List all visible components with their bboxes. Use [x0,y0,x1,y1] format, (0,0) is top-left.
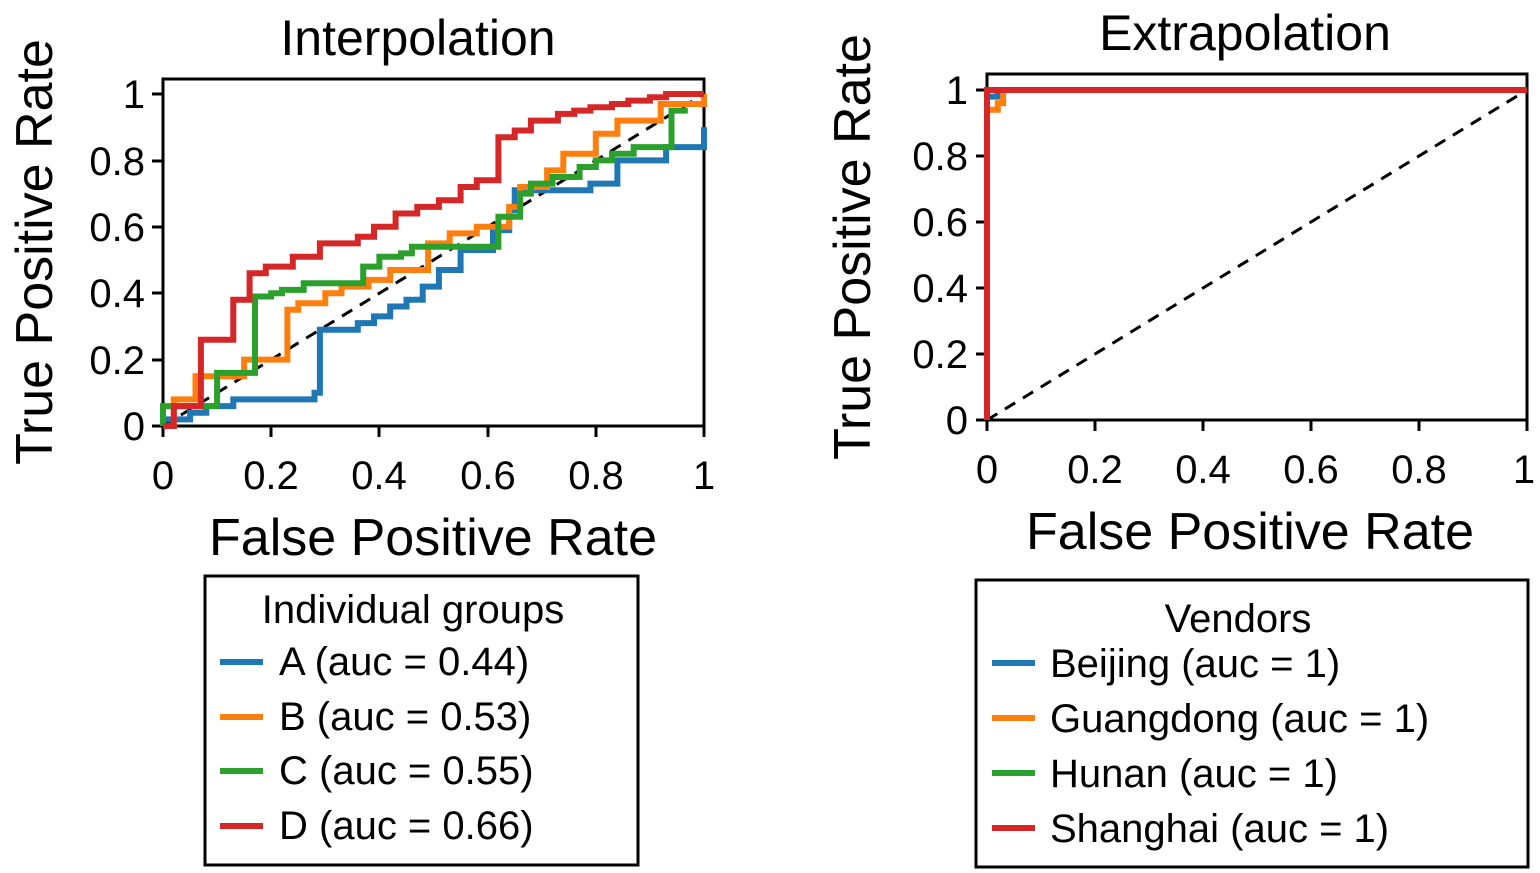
legend-label: Shanghai (auc = 1) [1050,807,1389,851]
legend: Vendors Beijing (auc = 1) Guangdong (auc… [974,578,1530,869]
x-tick-label: 0.2 [243,454,299,498]
y-tick-label: 1 [123,73,145,117]
interpolation-chart: Interpolation 0 0.2 0.4 0.6 0.8 1 [6,10,715,867]
legend-box [203,574,640,867]
x-tick-label: 0.4 [1175,448,1231,492]
y-tick-label: 0 [123,405,145,449]
y-tick-label: 0.4 [89,272,145,316]
x-tick-label: 1 [1513,448,1535,492]
extrapolation-chart: Extrapolation 0 0.2 0.4 0.6 0.8 1 [824,5,1535,869]
plot-frame [985,72,1529,422]
y-tick-marks [152,92,163,428]
legend-title: Individual groups [262,588,564,632]
x-tick-label: 0.8 [1391,448,1447,492]
x-tick-label: 1 [693,454,715,498]
y-tick-label: 0.6 [89,206,145,250]
y-tick-label: 0.8 [89,140,145,184]
legend-label: D (auc = 0.66) [279,804,534,848]
legend-label: A (auc = 0.44) [279,640,529,684]
roc-series-line [163,91,704,429]
chance-diagonal [986,88,1528,422]
plot-frame [161,77,706,428]
legend: Individual groups A (auc = 0.44) B (auc … [203,574,640,867]
x-tick-label: 0.8 [568,454,624,498]
legend-label: Hunan (auc = 1) [1050,752,1338,796]
roc-series-line [163,94,707,429]
x-axis-label: False Positive Rate [209,509,657,567]
y-tick-label: 0 [946,399,968,443]
x-tick-label: 0.6 [1283,448,1339,492]
y-tick-label: 0.8 [912,135,968,179]
y-tick-label: 0.2 [89,339,145,383]
roc-series-line [984,87,1527,420]
x-tick-marks [161,426,706,437]
y-axis-label: True Positive Rate [6,39,64,465]
plot-area [160,91,707,429]
legend-box [974,578,1530,869]
x-tick-label: 0 [976,448,998,492]
x-tick-label: 0 [152,454,174,498]
plot-area [984,87,1528,422]
legend-label: B (auc = 0.53) [279,695,531,739]
y-axis-label: True Positive Rate [824,34,882,460]
legend-label: C (auc = 0.55) [279,749,534,793]
chart-title: Extrapolation [1099,5,1391,61]
y-tick-label: 0.4 [912,267,968,311]
roc-series-line [160,127,707,426]
legend-label: Beijing (auc = 1) [1050,642,1340,686]
legend-title: Vendors [1165,597,1312,641]
legend-label: Guangdong (auc = 1) [1050,697,1429,741]
roc-series-line [160,107,688,426]
x-tick-label: 0.4 [351,454,407,498]
chart-title: Interpolation [280,10,555,66]
x-tick-label: 0.2 [1067,448,1123,492]
x-tick-label: 0.6 [460,454,516,498]
x-axis-label: False Positive Rate [1026,503,1474,561]
y-tick-label: 0.6 [912,201,968,245]
y-tick-label: 0.2 [912,333,968,377]
x-tick-marks [985,420,1529,431]
y-tick-label: 1 [946,69,968,113]
